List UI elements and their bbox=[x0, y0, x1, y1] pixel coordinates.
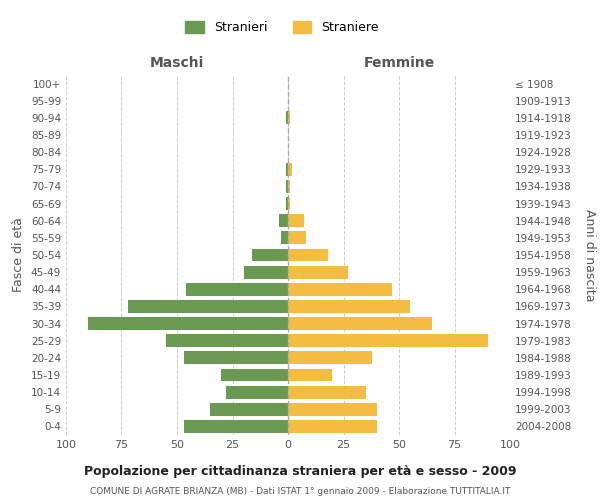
Bar bbox=[184, 352, 288, 364]
Bar bbox=[88, 317, 288, 330]
Bar bbox=[288, 420, 377, 433]
Bar bbox=[288, 112, 290, 124]
Bar bbox=[288, 197, 290, 210]
Bar bbox=[288, 352, 373, 364]
Bar bbox=[211, 403, 288, 415]
Bar bbox=[279, 214, 288, 227]
Bar bbox=[288, 300, 410, 313]
Bar bbox=[286, 197, 288, 210]
Bar bbox=[128, 300, 288, 313]
Bar bbox=[286, 180, 288, 193]
Bar bbox=[288, 266, 348, 278]
Bar bbox=[286, 112, 288, 124]
Bar bbox=[288, 180, 290, 193]
Bar bbox=[288, 232, 306, 244]
Text: Popolazione per cittadinanza straniera per età e sesso - 2009: Popolazione per cittadinanza straniera p… bbox=[84, 465, 516, 478]
Bar bbox=[288, 163, 292, 175]
Bar bbox=[184, 420, 288, 433]
Bar bbox=[288, 334, 488, 347]
Bar bbox=[288, 386, 366, 398]
Text: Maschi: Maschi bbox=[150, 56, 204, 70]
Bar bbox=[288, 214, 304, 227]
Bar bbox=[281, 232, 288, 244]
Bar bbox=[288, 248, 328, 262]
Bar bbox=[221, 368, 288, 382]
Y-axis label: Anni di nascita: Anni di nascita bbox=[583, 209, 596, 301]
Text: Femmine: Femmine bbox=[364, 56, 434, 70]
Text: COMUNE DI AGRATE BRIANZA (MB) - Dati ISTAT 1° gennaio 2009 - Elaborazione TUTTIT: COMUNE DI AGRATE BRIANZA (MB) - Dati IST… bbox=[90, 488, 510, 496]
Bar bbox=[253, 248, 288, 262]
Bar bbox=[226, 386, 288, 398]
Bar bbox=[244, 266, 288, 278]
Bar bbox=[288, 317, 432, 330]
Bar bbox=[286, 163, 288, 175]
Bar bbox=[186, 283, 288, 296]
Legend: Stranieri, Straniere: Stranieri, Straniere bbox=[180, 16, 384, 40]
Bar bbox=[288, 283, 392, 296]
Y-axis label: Fasce di età: Fasce di età bbox=[13, 218, 25, 292]
Bar bbox=[288, 368, 332, 382]
Bar bbox=[166, 334, 288, 347]
Bar bbox=[288, 403, 377, 415]
